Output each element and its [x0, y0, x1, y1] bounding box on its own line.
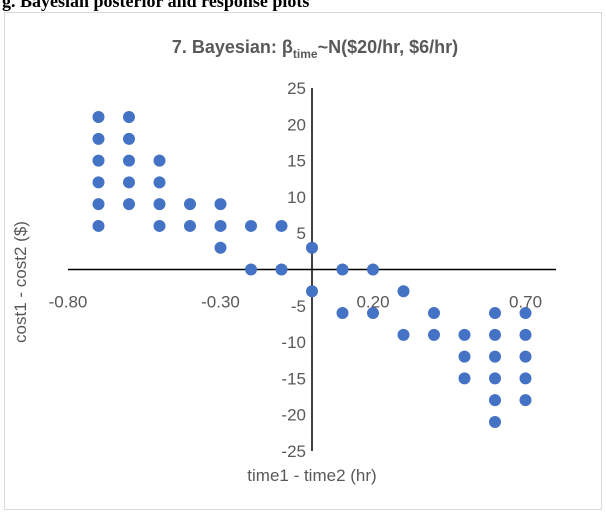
data-point: [306, 285, 318, 298]
data-point: [123, 132, 135, 145]
y-tick-label: 10: [287, 188, 306, 207]
data-point: [428, 307, 440, 320]
data-point: [519, 328, 532, 341]
x-tick-label: -0.30: [201, 293, 240, 312]
data-point: [458, 372, 471, 385]
data-point: [153, 176, 166, 189]
data-points: [92, 111, 532, 428]
data-point: [214, 198, 227, 211]
data-point: [92, 132, 105, 145]
data-point: [92, 111, 105, 124]
chart-title-prefix: 7. Bayesian: β: [172, 37, 293, 57]
data-point: [458, 328, 471, 341]
chart-title-suffix: ~N($20/hr, $6/hr): [318, 37, 459, 57]
data-point: [92, 176, 105, 189]
x-tick-label: 0.20: [356, 293, 389, 312]
data-point: [92, 198, 105, 211]
data-point: [123, 111, 135, 124]
x-tick-label: 0.70: [509, 293, 542, 312]
data-point: [336, 263, 349, 276]
data-point: [367, 307, 379, 320]
data-point: [489, 307, 501, 320]
data-point: [275, 263, 288, 276]
axes: [68, 88, 556, 451]
y-tick-label: -15: [281, 369, 306, 388]
data-point: [153, 198, 166, 211]
y-axis-label: cost1 - cost2 ($): [11, 221, 30, 343]
y-tick-label: -20: [281, 406, 306, 425]
data-point: [306, 241, 318, 254]
data-point: [153, 154, 166, 167]
y-tick-label: -10: [281, 333, 306, 352]
data-point: [519, 372, 532, 385]
data-point: [153, 219, 166, 232]
data-point: [489, 350, 501, 363]
data-point: [336, 307, 349, 320]
data-point: [519, 307, 532, 320]
chart-frame: [4, 12, 602, 510]
y-tick-label: 20: [287, 115, 306, 134]
data-point: [184, 219, 196, 232]
chart-title-subscript: time: [293, 47, 318, 61]
x-axis-label: time1 - time2 (hr): [247, 466, 376, 485]
data-point: [489, 372, 501, 385]
tick-labels: -0.80 -0.30 0.20 0.70 -25 -20 -15 -10 -5 5 10 15 20 2…: [49, 79, 542, 461]
data-point: [275, 219, 288, 232]
y-tick-label: 5: [297, 224, 306, 243]
data-point: [123, 176, 135, 189]
data-point: [397, 328, 410, 341]
data-point: [367, 263, 379, 276]
data-point: [184, 198, 196, 211]
data-point: [245, 219, 257, 232]
data-point: [123, 198, 135, 211]
y-tick-label: 15: [287, 152, 306, 171]
data-point: [92, 154, 105, 167]
data-point: [519, 350, 532, 363]
chart-title: 7. Bayesian: βtime~N($20/hr, $6/hr): [172, 37, 458, 61]
page-caption: g. Bayesian posterior and response plots: [2, 0, 310, 11]
data-point: [489, 394, 501, 407]
x-tick-label: -0.80: [49, 293, 88, 312]
data-point: [489, 415, 501, 428]
data-point: [245, 263, 257, 276]
y-tick-label: -5: [291, 297, 306, 316]
data-point: [397, 285, 410, 298]
data-point: [458, 350, 471, 363]
data-point: [214, 219, 227, 232]
y-tick-label: -25: [281, 442, 306, 461]
data-point: [123, 154, 135, 167]
data-point: [92, 219, 105, 232]
y-tick-label: 25: [287, 79, 306, 98]
data-point: [214, 241, 227, 254]
data-point: [519, 394, 532, 407]
data-point: [489, 328, 501, 341]
data-point: [428, 328, 440, 341]
